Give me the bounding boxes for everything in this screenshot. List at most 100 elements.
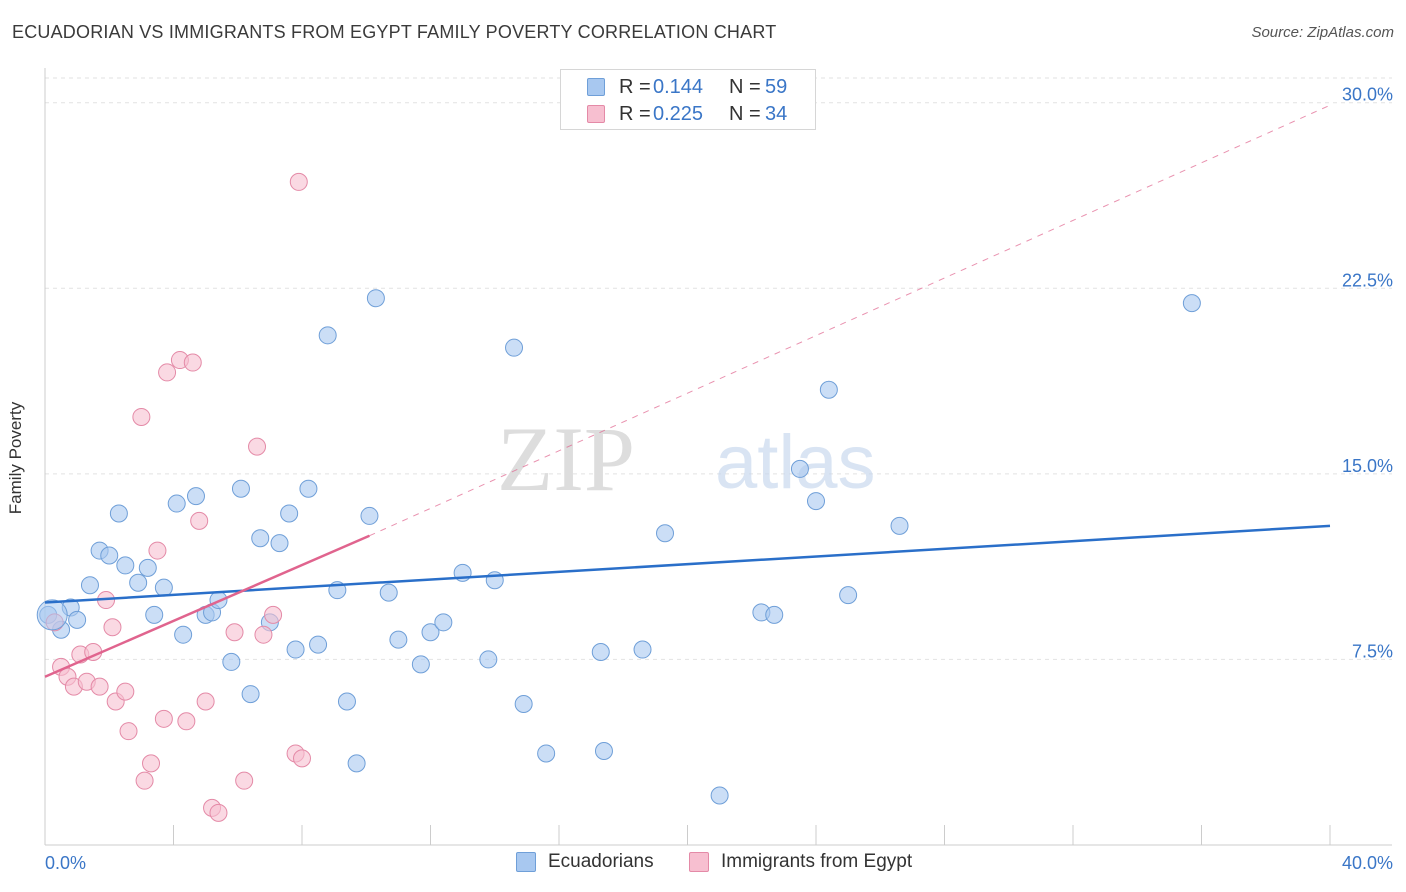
legend-swatch-ecuadorians [516,852,536,872]
point-ecuadorians [318,326,337,345]
legend-label-ecuadorians: Ecuadorians [548,851,654,872]
legend-r-value: 0.225 [653,102,704,125]
point-egypt [225,623,244,642]
point-egypt [119,722,138,741]
source-label: Source: ZipAtlas.com [1251,24,1394,41]
point-ecuadorians [80,576,99,595]
point-ecuadorians [710,786,729,805]
point-ecuadorians [167,494,186,513]
legend-item-ecuadorians[interactable]: Ecuadorians [516,851,654,873]
legend-n-value: 34 [765,102,788,125]
point-ecuadorians [270,534,289,553]
point-ecuadorians [138,558,157,577]
point-egypt [264,605,283,624]
point-ecuadorians-cluster [36,599,68,631]
point-egypt [135,771,154,790]
trend-extension-egypt [369,104,1331,537]
point-egypt [209,803,228,822]
point-ecuadorians [411,655,430,674]
series-legend: Ecuadorians Immigrants from Egypt [0,851,1406,877]
chart-title: ECUADORIAN VS IMMIGRANTS FROM EGYPT FAMI… [12,22,777,42]
point-ecuadorians [379,583,398,602]
watermark-zip: ZIP [497,408,635,510]
correlation-legend: R = 0.144 N = 59 R = 0.225 N = 34 [560,69,816,130]
point-ecuadorians [434,613,453,632]
y-tick-label: 7.5% [1352,641,1393,661]
point-ecuadorians [222,652,241,671]
point-egypt [289,172,308,191]
trend-line-egypt [44,534,370,678]
point-ecuadorians [129,573,148,592]
y-tick-label: 22.5% [1342,270,1393,290]
legend-item-egypt[interactable]: Immigrants from Egypt [689,851,912,873]
point-ecuadorians [116,556,135,575]
point-ecuadorians [839,586,858,605]
point-ecuadorians [807,492,825,511]
point-ecuadorians [280,504,299,523]
point-egypt [235,771,254,790]
point-egypt [177,712,196,731]
point-ecuadorians [656,524,675,543]
point-ecuadorians [337,692,356,711]
legend-r-value: 0.144 [653,75,704,98]
point-ecuadorians [537,744,556,763]
y-tick-label: 15.0% [1342,456,1393,476]
point-ecuadorians [68,610,87,629]
point-egypt [293,749,311,768]
point-ecuadorians [765,605,784,624]
tick-labels: 7.5% 15.0% 22.5% 30.0% 0.0% 40.0% [45,85,1393,873]
point-egypt [248,437,267,456]
point-egypt [190,511,209,530]
point-ecuadorians [514,694,533,713]
point-ecuadorians [505,338,524,357]
point-ecuadorians [347,754,366,773]
point-egypt [183,353,202,372]
y-axis-label: Family Poverty [6,401,25,515]
point-egypt [254,625,273,644]
point-ecuadorians [421,623,440,642]
point-ecuadorians [186,487,205,506]
point-ecuadorians [389,630,408,649]
legend-n-value: 59 [765,75,788,98]
point-ecuadorians [479,650,498,669]
point-ecuadorians [100,546,119,565]
legend-label-egypt: Immigrants from Egypt [721,851,913,872]
point-ecuadorians [154,578,173,597]
point-egypt [103,618,122,637]
point-ecuadorians [109,504,128,523]
point-ecuadorians [299,479,318,498]
point-ecuadorians [790,459,809,478]
point-egypt [90,677,109,696]
point-ecuadorians [286,640,305,659]
point-ecuadorians [1182,294,1201,313]
legend-n-label: N = [729,102,761,125]
point-egypt [116,682,135,701]
point-ecuadorians [819,380,838,399]
point-ecuadorians [890,516,909,535]
legend-r-label: R = [619,102,651,125]
point-ecuadorians [251,529,270,548]
point-egypt [132,407,151,426]
point-egypt [154,709,173,728]
point-ecuadorians [360,506,379,525]
point-egypt [196,692,215,711]
axes [44,68,1392,846]
point-ecuadorians [241,685,260,704]
grid-lines [45,77,1392,660]
point-ecuadorians [145,605,164,624]
trend-lines [44,104,1331,678]
x-tick-label: 40.0% [1342,853,1393,873]
point-ecuadorians [594,741,613,760]
x-tick-label: 0.0% [45,853,86,873]
point-ecuadorians [231,479,250,498]
point-ecuadorians [366,289,385,308]
legend-swatch-egypt [587,105,605,123]
legend-swatch-ecuadorians [587,78,605,96]
legend-row-egypt: R = 0.225 N = 34 [587,101,787,127]
legend-row-ecuadorians: R = 0.144 N = 59 [587,74,787,100]
trend-line-ecuadorians [44,524,1331,604]
legend-swatch-egypt [689,852,709,872]
point-ecuadorians [309,635,328,654]
point-egypt [158,363,177,382]
